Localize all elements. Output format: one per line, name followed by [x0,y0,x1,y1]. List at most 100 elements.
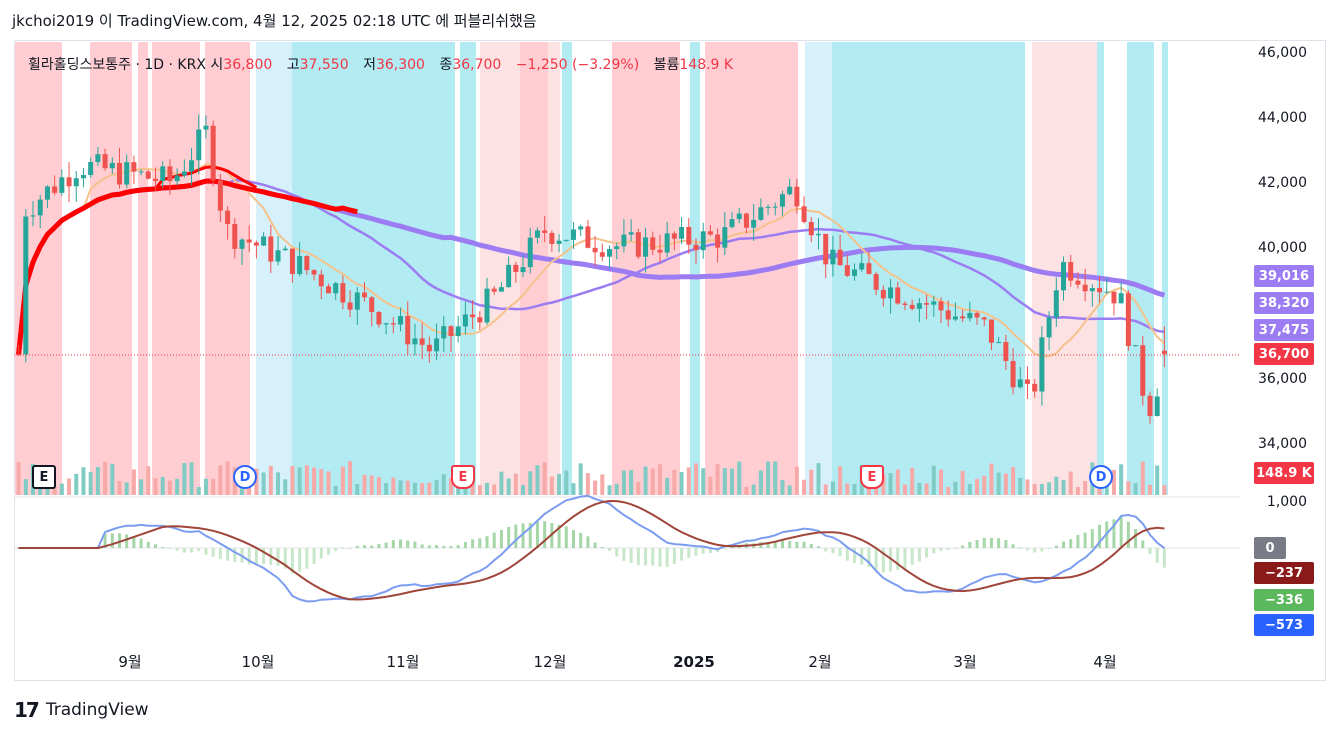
event-marker-d[interactable]: D [233,465,257,489]
macd-histogram-bar [290,548,294,574]
time-tick-label: 12월 [534,653,567,671]
macd-histogram-bar [766,542,770,548]
volume-bar [1075,486,1080,495]
candle-body [902,303,908,305]
volume-bar [802,479,807,495]
candle-body [837,249,843,266]
volume-bar [549,476,554,495]
volume-bar [1011,467,1016,495]
volume-bar [852,483,857,495]
change-value: −1,250 (−3.29%) [515,57,640,73]
macd-histogram-bar [615,548,619,557]
macd-histogram-bar [413,541,417,548]
volume-bar [787,485,792,495]
macd-histogram-bar [1069,539,1073,548]
candle-body [671,233,677,239]
volume-bar [888,473,893,495]
volume-bar [982,475,987,495]
macd-histogram-bar [1098,524,1102,548]
volume-value: 148.9 K [679,57,734,73]
candle-body [52,186,58,193]
macd-histogram-bar [961,545,965,548]
macd-histogram-bar [499,530,503,548]
candle-body [282,248,288,251]
candle-body [585,226,591,248]
macd-histogram-bar [528,522,532,548]
volume-bar [571,483,576,495]
volume-bar [931,465,936,495]
macd-histogram-bar [456,545,460,548]
macd-histogram-bar [831,548,835,554]
candle-body [412,338,418,345]
candle-body [181,171,187,176]
macd-histogram-bar [874,548,878,571]
volume-bar [110,463,115,495]
candle-body [779,194,785,207]
candle-body [700,231,706,251]
candle-body [880,289,886,299]
candle-body [261,236,267,246]
volume-bar [485,482,490,495]
volume-bar [780,480,785,495]
volume-bar [939,469,944,495]
candle-body [650,237,656,250]
macd-histogram-bar [262,548,266,564]
macd-histogram-bar [521,523,525,548]
background-band [1127,42,1154,495]
candle-body [729,219,735,228]
volume-bar [391,477,396,495]
volume-bar [967,483,972,495]
candle-body [895,287,901,304]
candle-body [1097,288,1103,293]
volume-bar [16,462,21,495]
ma-line-red-fast [17,165,258,355]
volume-bar [1147,484,1152,495]
macd-histogram-bar [1083,532,1087,548]
macd-histogram-bar [334,548,338,552]
candle-body [1089,288,1095,292]
candle-body [815,233,821,236]
candle-body [635,232,641,257]
volume-bar [74,473,79,495]
volume-bar [88,471,93,495]
macd-histogram-bar [348,548,352,549]
event-marker-d[interactable]: D [1089,465,1113,489]
volume-bar [1018,477,1023,495]
symbol-label[interactable]: 휠라홀딩스보통주 · 1D · KRX [28,57,206,73]
volume-bar [845,483,850,495]
background-band [460,42,476,495]
macd-histogram-bar [1047,548,1051,549]
footer: 17 TradingView [14,698,149,722]
candle-body [981,317,987,320]
macd-histogram-bar [579,532,583,548]
candle-body [736,213,742,220]
volume-bar [1003,473,1008,495]
close-value: 36,700 [452,57,502,73]
macd-histogram-bar [694,548,698,556]
candle-body [534,230,540,238]
tradingview-logo-icon[interactable]: 17 [14,698,40,722]
macd-histogram-bar [492,532,496,548]
candle-body [470,314,476,318]
macd-line [18,494,1166,603]
candle-body [138,171,144,173]
event-marker-e[interactable]: E [860,465,884,489]
candle-body [80,174,86,179]
candle-body [578,226,584,230]
macd-histogram-bar [233,548,237,563]
candle-body [253,242,259,246]
event-marker-e[interactable]: E [451,465,475,489]
macd-histogram-bar [1033,548,1037,553]
volume-bar [211,478,216,495]
candle-body [405,316,411,345]
candle-body [563,239,569,241]
volume-bar [823,484,828,495]
volume-bar [1133,483,1138,495]
tradingview-brand[interactable]: TradingView [45,700,149,720]
candle-body [1082,284,1088,292]
background-band [1162,42,1168,495]
candle-body [426,344,432,352]
candle-body [628,232,634,235]
event-marker-e[interactable]: E [32,465,56,489]
